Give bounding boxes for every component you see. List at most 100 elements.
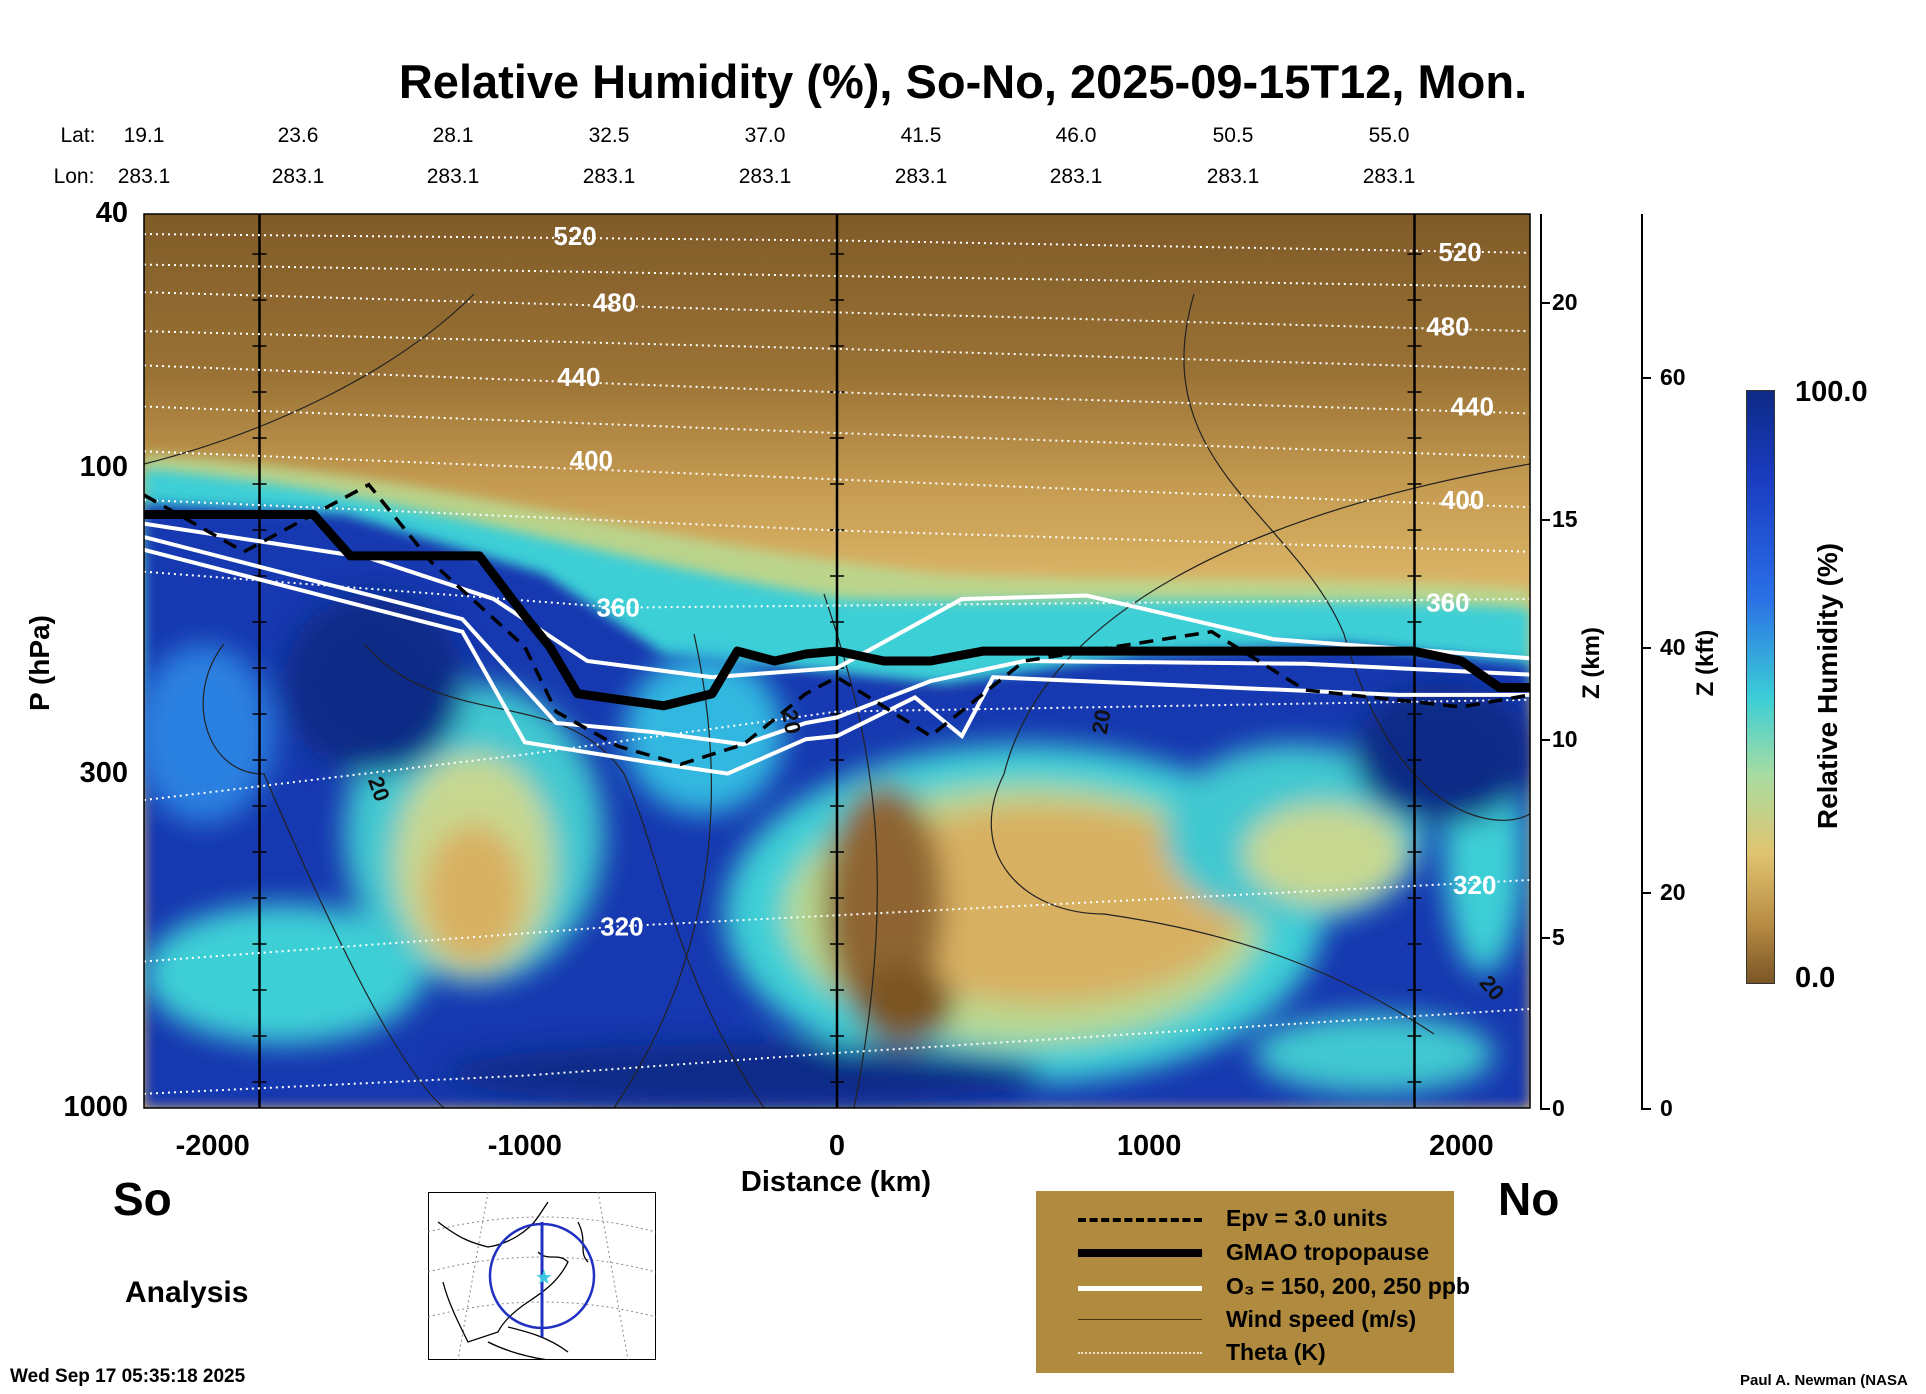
z-kft-axis-title: Z (kft) — [1692, 629, 1719, 697]
z-km-tick-label: 10 — [1552, 726, 1578, 753]
theta-label: 440 — [1451, 392, 1494, 422]
z-kft-axis — [1641, 214, 1643, 1108]
thin-line-icon — [1078, 1319, 1202, 1320]
theta-label: 360 — [1426, 587, 1469, 617]
south-label: So — [113, 1173, 172, 1225]
wind-speed-contours — [144, 293, 1530, 1108]
y-tick-label: 300 — [79, 756, 128, 789]
colorbar-max-label: 100.0 — [1795, 376, 1868, 408]
z-kft-tick — [1641, 377, 1651, 380]
lon-value: 283.1 — [582, 165, 636, 188]
lon-value: 283.1 — [426, 165, 480, 188]
theta-label: 480 — [593, 287, 636, 317]
theta-label: 440 — [557, 362, 600, 392]
x-tick-label: -1000 — [487, 1130, 562, 1162]
legend-item-ozone: O₃ = 150, 200, 250 ppb — [1036, 1271, 1470, 1303]
ozone-contour — [143, 521, 1531, 680]
dotted-line-icon — [1078, 1352, 1202, 1354]
location-map: ★ — [428, 1192, 656, 1360]
z-km-axis-title: Z (km) — [1578, 627, 1605, 699]
x-tick-label: 1000 — [1116, 1130, 1182, 1162]
dashed-line-icon — [1078, 1218, 1202, 1222]
z-km-tick — [1540, 1108, 1550, 1110]
chart-title: Relative Humidity (%), So-No, 2025-09-15… — [398, 55, 1528, 108]
wind-speed-label: 20 — [1087, 707, 1116, 735]
z-kft-tick-label: 60 — [1660, 364, 1686, 391]
z-kft-tick-label: 20 — [1660, 879, 1686, 906]
theta-label: 320 — [1453, 870, 1496, 900]
theta-line-320 — [143, 879, 1531, 963]
legend-item-wind: Wind speed (m/s) — [1036, 1304, 1454, 1336]
z-kft-tick-label: 40 — [1660, 633, 1686, 660]
theta-label: 400 — [570, 445, 613, 475]
z-km-tick-label: 5 — [1552, 923, 1565, 950]
z-km-tick — [1540, 739, 1550, 742]
theta-label: 360 — [596, 593, 639, 623]
theta-label: 480 — [1426, 312, 1469, 342]
lat-label: Lat: — [60, 124, 96, 147]
legend-item-epv: Epv = 3.0 units — [1036, 1203, 1454, 1235]
timestamp: Wed Sep 17 05:35:18 2025 — [10, 1366, 246, 1387]
x-tick-label: 2000 — [1429, 1130, 1494, 1162]
lat-value: 50.5 — [1212, 124, 1254, 147]
z-kft-tick — [1641, 892, 1651, 895]
y-axis-title: P (hPa) — [24, 615, 55, 711]
tropopause-line — [144, 510, 1530, 711]
theta-label: 320 — [600, 911, 643, 941]
ozone-contour — [143, 535, 1531, 747]
legend-item-theta: Theta (K) — [1036, 1337, 1454, 1369]
y-tick-label: 1000 — [63, 1091, 128, 1123]
z-km-axis — [1540, 214, 1542, 1108]
z-km-tick-label: 15 — [1552, 506, 1578, 533]
lon-value: 283.1 — [894, 165, 948, 188]
z-km-tick — [1540, 519, 1550, 522]
ozone-contour — [143, 547, 1530, 776]
lat-value: 28.1 — [432, 124, 474, 147]
theta-line-340 — [143, 698, 1531, 802]
lat-value: 55.0 — [1368, 124, 1410, 147]
lon-value: 283.1 — [738, 165, 792, 188]
lat-value: 32.5 — [588, 124, 630, 147]
theta-label: 400 — [1441, 485, 1484, 515]
theta-line-360 — [143, 570, 1531, 609]
y-tick-label: 100 — [79, 451, 128, 484]
z-kft-tick-label: 0 — [1660, 1095, 1673, 1121]
colorbar-min-label: 0.0 — [1795, 962, 1836, 994]
epv-contour — [143, 482, 1531, 767]
legend: Epv = 3.0 units GMAO tropopause O₃ = 150… — [1036, 1191, 1470, 1373]
legend-item-tropopause: GMAO tropopause — [1036, 1237, 1454, 1269]
z-kft-tick — [1641, 646, 1651, 649]
lat-value: 46.0 — [1055, 124, 1097, 147]
lon-value: 283.1 — [1206, 165, 1260, 188]
z-km-tick — [1540, 936, 1550, 939]
plot-area: 520 520 480 480 440 440 400 400 360 360 320 320 20 20… — [143, 213, 1531, 1109]
z-km-tick — [1540, 302, 1550, 305]
z-km-tick-label: 0 — [1552, 1095, 1565, 1121]
z-kft-tick — [1641, 1108, 1651, 1110]
analysis-label: Analysis — [125, 1276, 249, 1309]
x-tick-label: -2000 — [175, 1130, 250, 1162]
x-axis-title: Distance (km) — [740, 1166, 932, 1198]
theta-label: 520 — [1438, 237, 1481, 267]
y-tick-label: 40 — [95, 197, 128, 229]
north-label: No — [1498, 1173, 1560, 1225]
lat-value: 23.6 — [277, 124, 319, 147]
x-tick-label: 0 — [828, 1130, 846, 1162]
thick-line-icon — [1078, 1249, 1202, 1257]
lon-value: 283.1 — [1362, 165, 1416, 188]
lat-value: 19.1 — [123, 124, 165, 147]
lon-value: 283.1 — [271, 165, 325, 188]
lon-value: 283.1 — [117, 165, 171, 188]
colorbar-title: Relative Humidity (%) — [1812, 542, 1843, 830]
center-star-icon: ★ — [535, 1267, 553, 1289]
wind-speed-label: 20 — [777, 707, 806, 735]
lat-value: 37.0 — [744, 124, 786, 147]
lon-value: 283.1 — [1049, 165, 1103, 188]
z-km-tick-label: 20 — [1552, 289, 1578, 316]
credit: Paul A. Newman (NASA — [1740, 1372, 1908, 1389]
theta-label: 520 — [553, 221, 596, 251]
lon-label: Lon: — [53, 165, 95, 188]
white-line-icon — [1078, 1286, 1202, 1291]
lat-value: 41.5 — [900, 124, 942, 147]
colorbar — [1746, 390, 1775, 984]
